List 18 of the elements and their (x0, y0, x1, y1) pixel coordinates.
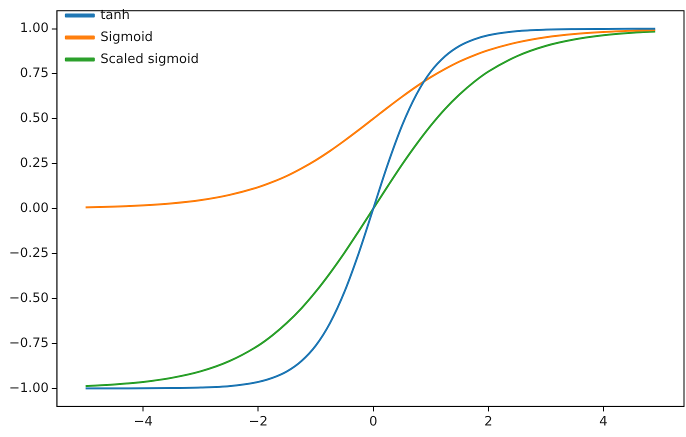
x-tick-label: 0 (369, 414, 378, 430)
x-tick-label: 4 (599, 414, 608, 430)
line-series (84, 29, 656, 208)
legend-label: tanh (100, 8, 130, 23)
legend-label: Sigmoid (100, 30, 153, 45)
y-tick-label: −0.50 (8, 290, 49, 306)
y-tick-label: 0.50 (20, 111, 49, 126)
y-tick-label: −0.75 (8, 336, 49, 351)
y-tick-label: 0.25 (20, 156, 49, 172)
y-tick-label: 0.75 (20, 66, 49, 82)
x-tick-label: −4 (134, 414, 153, 430)
y-tick-label: 0.00 (20, 200, 49, 216)
y-tick-label: −1.00 (8, 380, 49, 396)
y-tick-label: −0.25 (8, 246, 49, 261)
x-tick-label: −2 (248, 414, 268, 430)
x-tick-label: 2 (484, 414, 493, 430)
y-tick-label: 1.00 (20, 21, 49, 36)
legend-label: Scaled sigmoid (100, 52, 199, 67)
